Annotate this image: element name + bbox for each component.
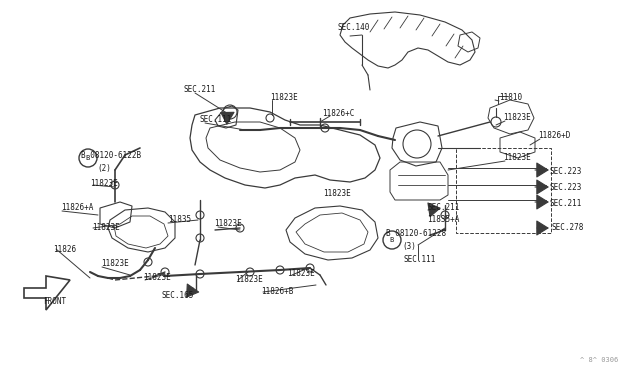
Text: 11826: 11826 <box>53 244 76 253</box>
Text: 11823E: 11823E <box>101 260 129 269</box>
Text: 11826+D: 11826+D <box>538 131 570 141</box>
Text: SEC.211: SEC.211 <box>183 86 216 94</box>
Text: SEC.165: SEC.165 <box>162 291 195 299</box>
Text: SEC.111: SEC.111 <box>404 256 436 264</box>
Text: 11835: 11835 <box>168 215 191 224</box>
Text: SEC.278: SEC.278 <box>551 224 584 232</box>
Text: B: B <box>86 155 90 161</box>
Text: SEC.223: SEC.223 <box>549 167 581 176</box>
Text: B: B <box>390 237 394 243</box>
Text: 11826+A: 11826+A <box>61 203 93 212</box>
Text: 11810: 11810 <box>499 93 522 103</box>
Text: ^ 8^ 0306: ^ 8^ 0306 <box>580 357 618 363</box>
Text: SEC.111: SEC.111 <box>199 115 232 125</box>
Text: 11823E: 11823E <box>214 219 242 228</box>
Text: 11823E: 11823E <box>90 179 118 187</box>
Text: SEC.211: SEC.211 <box>549 199 581 208</box>
Text: 11823E: 11823E <box>503 154 531 163</box>
Text: 11823E: 11823E <box>270 93 298 102</box>
Text: 11823E: 11823E <box>143 273 171 282</box>
Text: SEC.211: SEC.211 <box>427 202 460 212</box>
Text: 11835+A: 11835+A <box>427 215 460 224</box>
Text: 11823E: 11823E <box>287 269 315 278</box>
Bar <box>456 148 551 233</box>
Text: 11823E: 11823E <box>323 189 351 199</box>
Text: 11826+C: 11826+C <box>322 109 355 118</box>
Text: 11823E: 11823E <box>503 113 531 122</box>
Text: (2): (2) <box>97 164 111 173</box>
Text: 11826+B: 11826+B <box>261 286 293 295</box>
Text: FRONT: FRONT <box>43 298 66 307</box>
Text: B 08120-61228: B 08120-61228 <box>386 230 446 238</box>
Text: 11823E: 11823E <box>92 224 120 232</box>
Text: B 08120-6122B: B 08120-6122B <box>81 151 141 160</box>
Text: 11823E: 11823E <box>235 275 263 283</box>
Text: (3): (3) <box>402 243 416 251</box>
Text: SEC.140: SEC.140 <box>338 23 371 32</box>
Text: SEC.223: SEC.223 <box>549 183 581 192</box>
